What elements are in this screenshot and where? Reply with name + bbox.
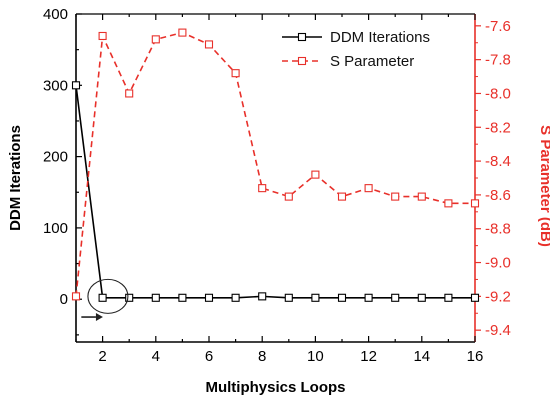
x-tick-label: 4 xyxy=(152,348,160,365)
y-right-tick-label: -7.6 xyxy=(485,18,511,35)
ddm-point xyxy=(417,293,426,302)
y-right-tick-label: -8.4 xyxy=(485,153,511,170)
y-left-tick-label: 400 xyxy=(43,6,68,23)
s-parameter-point xyxy=(151,35,160,44)
ddm-point xyxy=(98,293,107,302)
y-right-tick-label: -9.0 xyxy=(485,255,511,272)
ddm-point xyxy=(311,293,320,302)
y-axis-left: 0 100 200 300 400 xyxy=(43,6,82,336)
x-tick-label: 14 xyxy=(413,348,430,365)
y-axis-right-title: S Parameter (dB) xyxy=(537,125,550,247)
y-right-tick-label: -9.4 xyxy=(485,322,511,339)
ddm-point xyxy=(470,293,480,302)
ddm-point xyxy=(337,293,347,302)
annotation-arrow-head xyxy=(95,313,103,322)
y-right-tick-label: -8.2 xyxy=(485,119,511,136)
annotation-layer xyxy=(81,278,129,322)
ddm-point xyxy=(364,293,373,302)
y-axis-right: -9.4 -9.2 -9.0 -8.8 -8.6 -8.4 -8.2 -8.0 -7.8 -7.6 xyxy=(475,18,511,339)
s-parameter-point xyxy=(337,192,347,201)
y-right-tick-label: -8.0 xyxy=(485,85,511,102)
y-right-tick-label: -7.8 xyxy=(485,52,511,69)
ddm-point xyxy=(178,293,187,302)
s-parameter-point xyxy=(391,192,400,201)
highlight-circle xyxy=(87,278,129,314)
s-parameter-point xyxy=(71,292,81,301)
x-axis: 2 4 6 8 10 12 14 16 xyxy=(75,14,484,365)
x-tick-label: 10 xyxy=(307,348,324,365)
s-parameter-line xyxy=(75,31,475,297)
s-parameter-point xyxy=(311,170,320,179)
plot-frame xyxy=(75,13,476,343)
y-right-tick-label: -9.2 xyxy=(485,288,511,305)
legend: DDM Iterations S Parameter xyxy=(282,29,430,70)
y-right-tick-label: -8.6 xyxy=(485,187,511,204)
y-left-tick-label: 200 xyxy=(43,149,68,166)
ddm-point xyxy=(125,293,134,302)
s-parameter-point xyxy=(258,184,267,193)
y-left-tick-label: 300 xyxy=(43,77,68,94)
y-axis-left-title: DDM Iterations xyxy=(7,125,24,231)
legend-ddm-label: DDM Iterations xyxy=(330,29,430,46)
ddm-point xyxy=(231,293,240,302)
x-tick-label: 16 xyxy=(467,348,484,365)
ddm-point xyxy=(204,293,214,302)
ddm-point xyxy=(284,293,293,302)
s-parameter-point xyxy=(364,184,373,193)
ddm-point xyxy=(71,81,81,90)
ddm-iterations-line xyxy=(75,85,475,299)
ddm-point xyxy=(391,293,400,302)
ddm-point xyxy=(258,292,267,301)
s-parameter-point xyxy=(444,199,453,208)
s-parameter-point xyxy=(125,89,134,98)
s-parameter-point xyxy=(231,69,240,78)
s-parameter-point xyxy=(470,199,480,208)
s-parameter-point xyxy=(98,31,107,41)
x-axis-title: Multiphysics Loops xyxy=(205,379,345,396)
legend-s-parameter-marker xyxy=(297,56,307,66)
x-tick-label: 6 xyxy=(205,348,213,365)
legend-s-parameter-label: S Parameter xyxy=(330,53,414,70)
legend-ddm-marker xyxy=(297,32,307,42)
series-layer xyxy=(71,28,480,302)
y-right-tick-label: -8.8 xyxy=(485,221,511,238)
s-parameter-point xyxy=(204,40,214,49)
ddm-point xyxy=(444,293,453,302)
x-tick-label: 2 xyxy=(98,348,106,365)
s-parameter-point xyxy=(178,28,187,37)
x-tick-label: 8 xyxy=(258,348,266,365)
s-parameter-point xyxy=(284,192,293,201)
s-parameter-point xyxy=(417,192,426,201)
ddm-point xyxy=(151,293,160,302)
y-left-tick-label: 100 xyxy=(43,220,68,237)
y-left-tick-label: 0 xyxy=(60,291,68,308)
x-tick-label: 12 xyxy=(360,348,377,365)
